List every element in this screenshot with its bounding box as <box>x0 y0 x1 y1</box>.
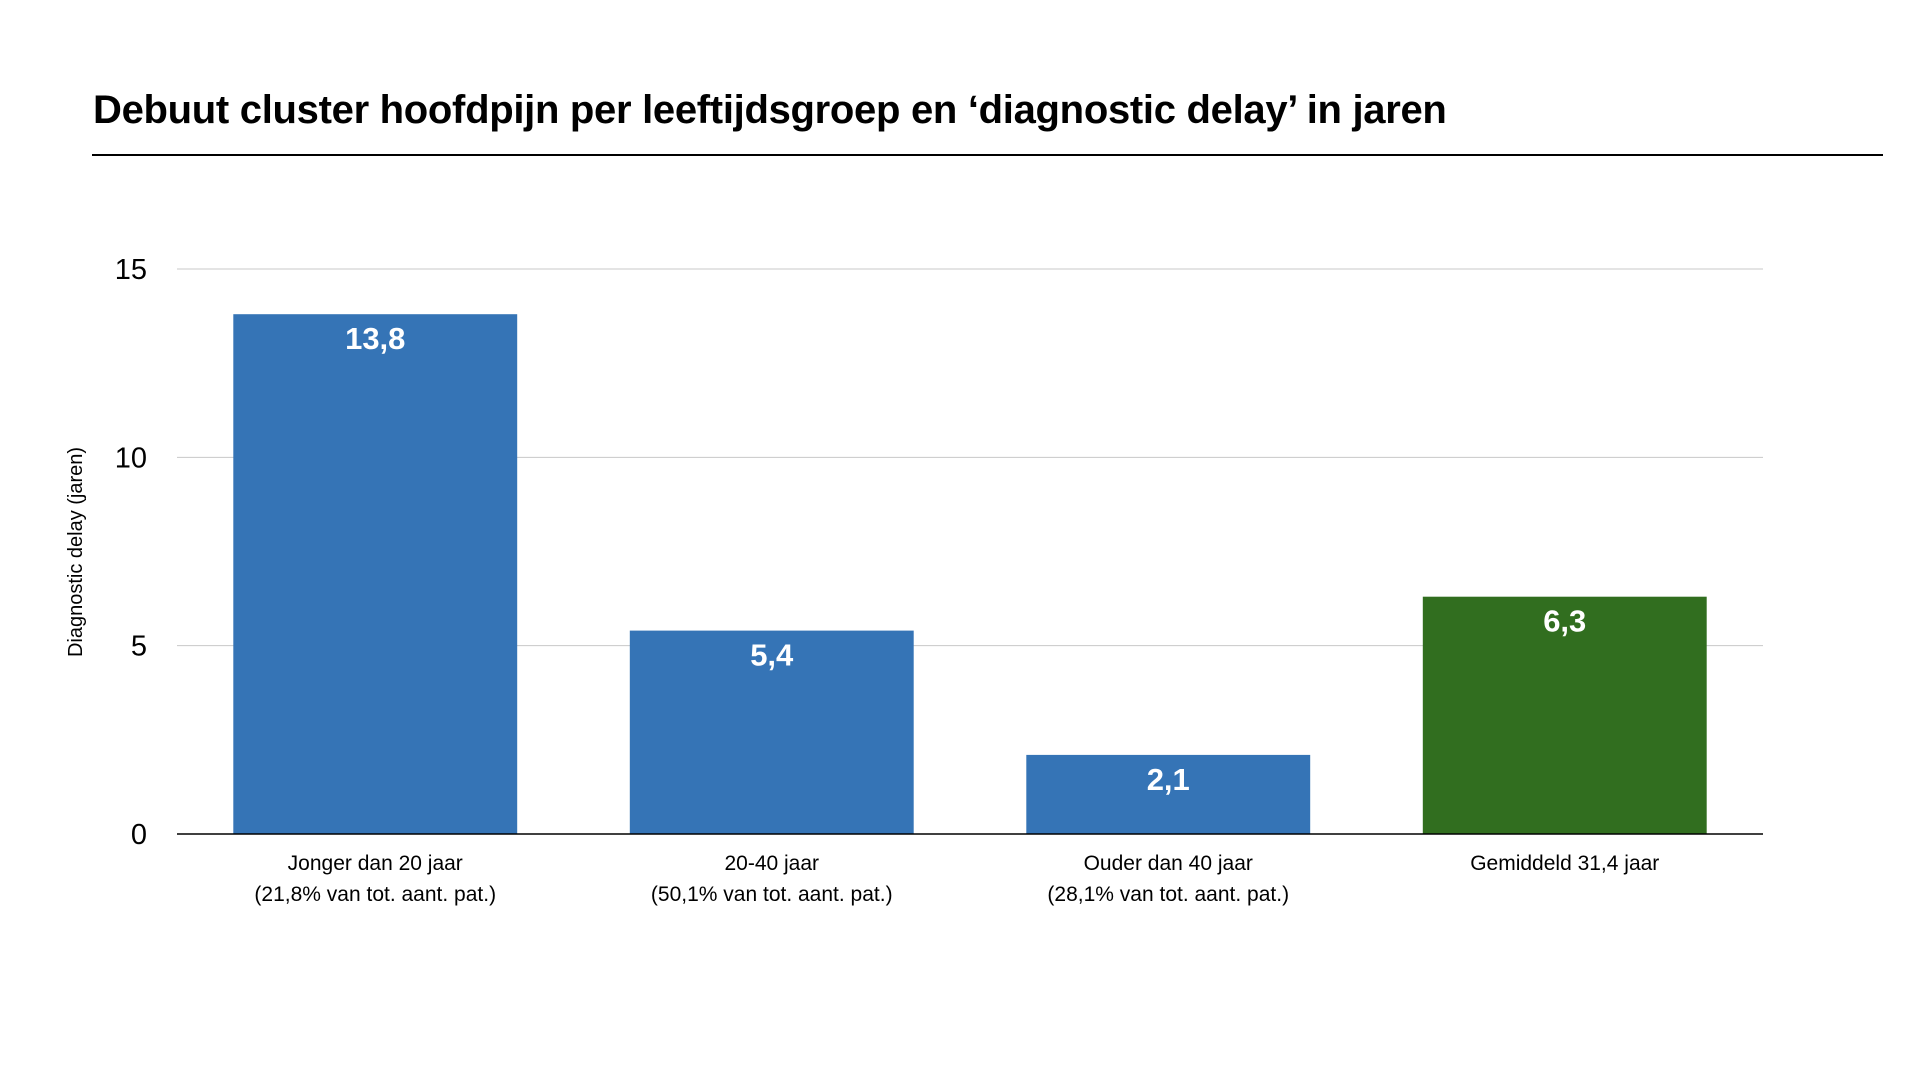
bar <box>629 630 914 834</box>
y-tick-label: 5 <box>131 631 147 663</box>
y-tick-label: 0 <box>131 819 147 851</box>
label-layer: 0 5 10 15 13,8 Jonger dan 20 jaar (21,8% van t… <box>115 254 1660 906</box>
x-category-label: Ouder dan 40 jaar (28,1% van tot. aant. p… <box>1047 852 1289 906</box>
bar-value-label: 5,4 <box>750 638 794 673</box>
bar-layer <box>233 314 1707 834</box>
page-title: Debuut cluster hoofdpijn per leeftijdsgr… <box>93 88 1447 132</box>
bar <box>233 314 518 834</box>
bar <box>1422 596 1707 834</box>
y-tick-label: 10 <box>115 442 147 474</box>
y-axis-title: Diagnostic delay (jaren) <box>65 447 87 657</box>
bar <box>1026 754 1311 834</box>
title-divider <box>92 154 1883 156</box>
x-category-label: Jonger dan 20 jaar (21,8% van tot. aant. … <box>254 852 496 906</box>
bar-value-label: 13,8 <box>345 321 405 356</box>
bar-value-label: 6,3 <box>1543 604 1586 639</box>
y-tick-label: 15 <box>115 254 147 286</box>
x-category-label: 20-40 jaar (50,1% van tot. aant. pat.) <box>651 852 893 906</box>
x-category-label: Gemiddeld 31,4 jaar <box>1470 852 1659 875</box>
bar-value-label: 2,1 <box>1147 762 1190 797</box>
